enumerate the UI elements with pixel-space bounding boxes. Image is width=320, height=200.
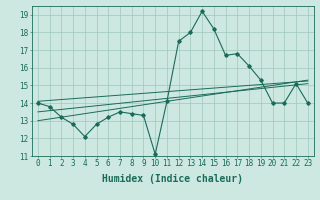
X-axis label: Humidex (Indice chaleur): Humidex (Indice chaleur): [102, 174, 243, 184]
